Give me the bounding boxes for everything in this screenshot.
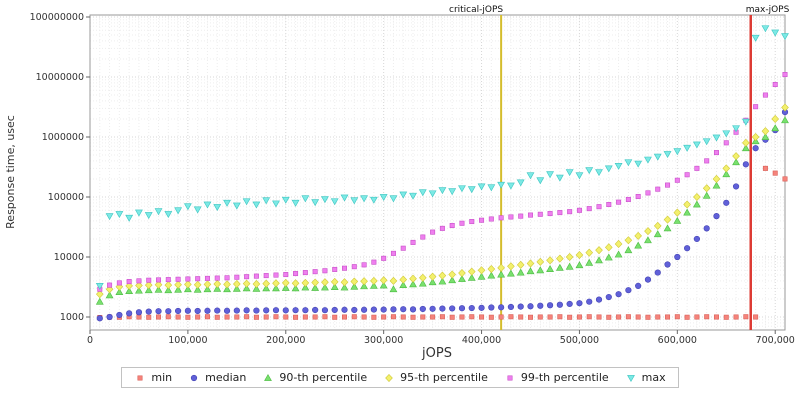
legend-label: 90-th percentile	[279, 371, 368, 384]
chart-plot-area: jOPS Response time, usec critical-jOPS ma…	[4, 5, 795, 361]
y-tick-label: 10000	[54, 252, 84, 263]
series-99-th-percentile-points	[97, 72, 788, 292]
legend-item-95-th-percentile: 95-th percentile	[383, 371, 488, 384]
y-tick-label: 10000000	[36, 72, 84, 83]
legend-label: 95-th percentile	[400, 371, 488, 384]
y-tick-label: 100000000	[30, 12, 84, 23]
legend-marker-99-th-percentile-icon	[507, 374, 513, 381]
legend-label: min	[151, 371, 173, 384]
legend-item-max: max	[625, 371, 666, 384]
legend-item-min: min	[134, 371, 172, 384]
x-tick-label: 600,000	[658, 335, 697, 346]
y-tick-label: 1000	[60, 312, 84, 323]
x-tick-label: 700,000	[756, 335, 795, 346]
legend-marker-90-th-percentile-icon	[264, 373, 273, 381]
series-95-th-percentile-points	[95, 103, 789, 299]
series-median-points	[96, 109, 789, 322]
series-max-points	[95, 25, 789, 290]
legend-label: 99-th percentile	[520, 371, 609, 384]
chart-legend: min median 90-th percentile 95-th percentil…	[121, 367, 679, 388]
max-jops-label: max-jOPS	[746, 5, 790, 15]
y-tick-label: 100000	[48, 192, 84, 203]
y-tick-label: 1000000	[42, 132, 84, 143]
x-tick-label: 300,000	[364, 335, 403, 346]
y-axis-title: Response time, usec	[4, 115, 17, 229]
legend-marker-median-icon	[191, 374, 198, 381]
x-tick-label: 0	[87, 335, 93, 346]
legend-label: median	[205, 371, 247, 384]
legend-item-90-th-percentile: 90-th percentile	[262, 371, 367, 384]
legend-item-median: median	[188, 371, 246, 384]
x-tick-label: 400,000	[462, 335, 501, 346]
legend-marker-max-icon	[626, 374, 635, 382]
critical-jops-label: critical-jOPS	[449, 5, 503, 15]
legend-label: max	[641, 371, 666, 384]
x-tick-label: 500,000	[560, 335, 599, 346]
x-tick-label: 100,000	[168, 335, 207, 346]
x-tick-label: 200,000	[266, 335, 305, 346]
legend-marker-min-icon	[137, 374, 143, 381]
x-axis-title: jOPS	[421, 346, 452, 361]
legend-marker-95-th-percentile-icon	[385, 373, 393, 382]
legend-item-99-th-percentile: 99-th percentile	[504, 371, 609, 384]
series-90-th-percentile-points	[95, 116, 789, 305]
